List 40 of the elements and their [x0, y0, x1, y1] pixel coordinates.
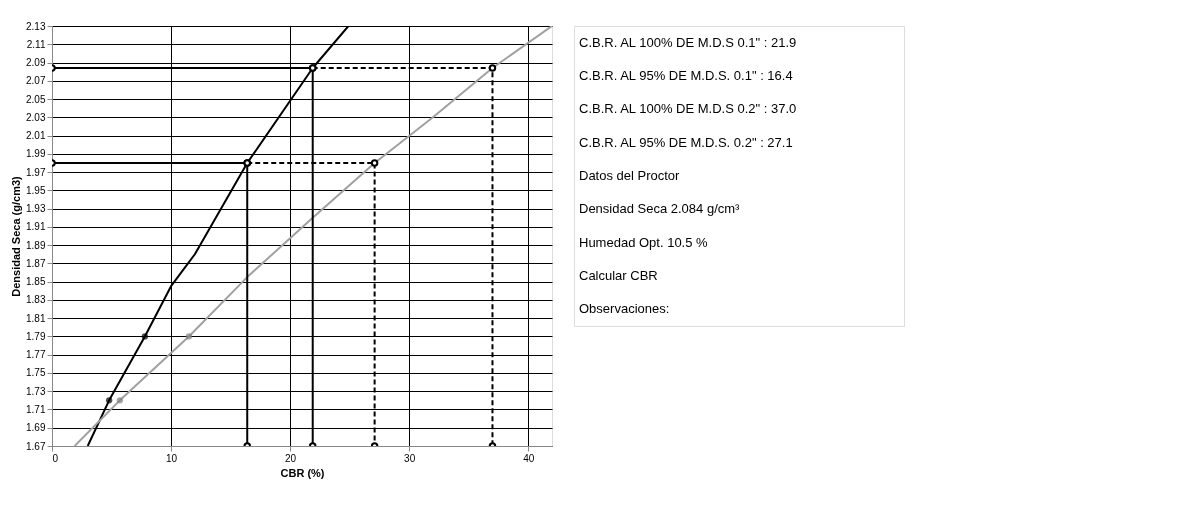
text: Densidad Seca 2.084 g/cm³ — [579, 201, 741, 217]
y-tick-label: 1.97 — [26, 166, 46, 178]
y-tick-label: 1.83 — [26, 294, 46, 306]
y-tick-label: 1.93 — [26, 203, 46, 215]
y-tick-label: 2.05 — [26, 93, 46, 105]
y-tick-label: 2.11 — [26, 38, 46, 50]
y-tick-label: 1.91 — [26, 221, 46, 233]
x-tick-label: 0 — [52, 452, 59, 464]
y-tick-label: 2.03 — [26, 111, 46, 123]
y-tick-label: 2.07 — [26, 75, 46, 87]
y-tick-label: 1.75 — [26, 367, 46, 379]
text: Datos del Proctor — [579, 168, 681, 183]
x-tick-label: 20 — [285, 452, 297, 464]
text: C.B.R. AL 100% DE M.D.S 0.2" : 37.0 — [579, 101, 797, 117]
y-tick-label: 1.77 — [26, 349, 46, 361]
y-tick-label: 2.01 — [26, 130, 46, 142]
y-tick-label: 1.99 — [26, 148, 46, 160]
y-tick-label: 1.79 — [26, 330, 46, 342]
y-axis-title: Densidad Seca (g/cm3) — [10, 175, 23, 297]
y-tick-label: 2.13 — [26, 20, 46, 32]
y-tick-label: 1.67 — [26, 440, 46, 452]
text: Calcular CBR — [579, 268, 658, 283]
text: C.B.R. AL 95% DE M.D.S. 0.1" : 16.4 — [579, 68, 793, 83]
x-tick-label: 40 — [523, 452, 535, 464]
x-tick-label: 10 — [165, 452, 178, 464]
text: Observaciones: — [579, 301, 670, 317]
y-tick-label: 1.85 — [26, 276, 46, 288]
y-tick-label: 1.73 — [26, 385, 46, 397]
text: C.B.R. AL 100% DE M.D.S 0.1" : 21.9 — [579, 34, 797, 50]
y-tick-label: 2.09 — [26, 57, 46, 69]
y-tick-label: 1.95 — [26, 184, 46, 196]
text: Humedad Opt. 10.5 % — [579, 234, 709, 250]
y-tick-label: 1.89 — [26, 239, 46, 251]
y-tick-label: 1.69 — [26, 422, 46, 434]
text: C.B.R. AL 95% DE M.D.S. 0.2" : 27.1 — [579, 134, 793, 150]
y-tick-label: 1.87 — [26, 257, 46, 269]
y-tick-label: 1.81 — [26, 312, 46, 324]
y-tick-label: 1.71 — [26, 403, 46, 415]
x-tick-label: 30 — [404, 452, 416, 464]
x-axis-title: CBR (%) — [280, 466, 325, 479]
